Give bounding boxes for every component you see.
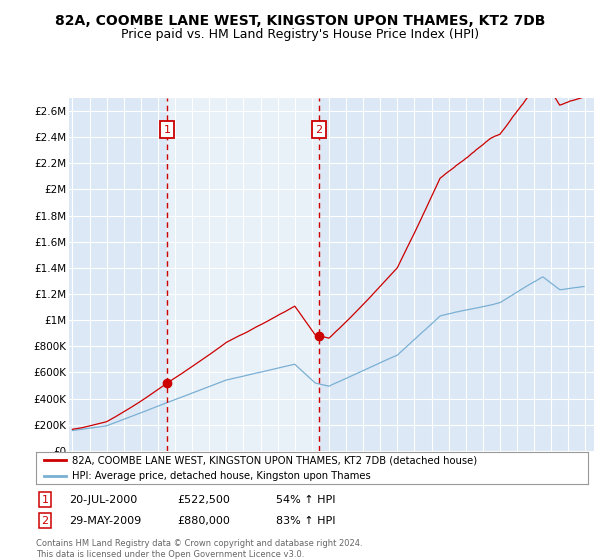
Text: £522,500: £522,500 [177, 494, 230, 505]
Text: 29-MAY-2009: 29-MAY-2009 [69, 516, 141, 526]
Text: 2: 2 [316, 125, 323, 135]
Text: 82A, COOMBE LANE WEST, KINGSTON UPON THAMES, KT2 7DB: 82A, COOMBE LANE WEST, KINGSTON UPON THA… [55, 14, 545, 28]
Text: 54% ↑ HPI: 54% ↑ HPI [276, 494, 335, 505]
Text: HPI: Average price, detached house, Kingston upon Thames: HPI: Average price, detached house, King… [72, 472, 371, 481]
Text: 2: 2 [41, 516, 49, 526]
Text: 20-JUL-2000: 20-JUL-2000 [69, 494, 137, 505]
Bar [167, 98, 319, 451]
Text: 83% ↑ HPI: 83% ↑ HPI [276, 516, 335, 526]
Text: 82A, COOMBE LANE WEST, KINGSTON UPON THAMES, KT2 7DB (detached house): 82A, COOMBE LANE WEST, KINGSTON UPON THA… [72, 455, 477, 465]
Text: Price paid vs. HM Land Registry's House Price Index (HPI): Price paid vs. HM Land Registry's House … [121, 28, 479, 41]
Text: Contains HM Land Registry data © Crown copyright and database right 2024.
This d: Contains HM Land Registry data © Crown c… [36, 539, 362, 559]
Text: 1: 1 [164, 125, 171, 135]
Text: £880,000: £880,000 [177, 516, 230, 526]
Text: 1: 1 [41, 494, 49, 505]
